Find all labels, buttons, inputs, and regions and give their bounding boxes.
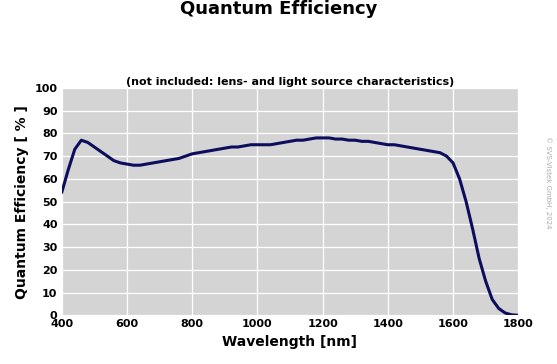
Text: Quantum Efficiency: Quantum Efficiency: [180, 0, 377, 18]
Title: (not included: lens- and light source characteristics): (not included: lens- and light source ch…: [126, 77, 454, 87]
Y-axis label: Quantum Efficiency [ % ]: Quantum Efficiency [ % ]: [15, 105, 29, 298]
X-axis label: Wavelength [nm]: Wavelength [nm]: [222, 335, 358, 349]
Text: © SVS-Vistek GmbH, 2024: © SVS-Vistek GmbH, 2024: [545, 136, 552, 228]
